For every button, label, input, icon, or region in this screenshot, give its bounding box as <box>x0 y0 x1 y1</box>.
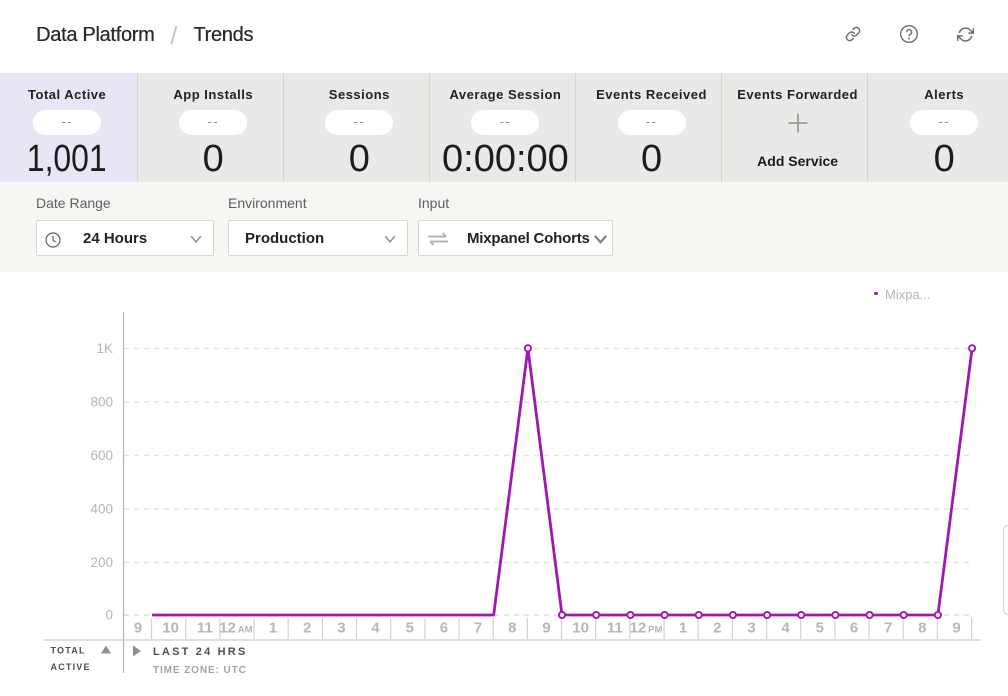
svg-text:3: 3 <box>337 620 345 637</box>
svg-text:10: 10 <box>162 620 179 637</box>
svg-text:7: 7 <box>474 620 482 637</box>
svg-text:11: 11 <box>607 620 623 637</box>
svg-text:5: 5 <box>406 620 414 637</box>
svg-text:800: 800 <box>90 395 113 410</box>
svg-text:5: 5 <box>816 620 824 637</box>
svg-text:12 PM: 12 PM <box>630 620 663 637</box>
svg-text:0: 0 <box>105 608 113 623</box>
svg-text:6: 6 <box>440 620 448 637</box>
svg-text:1: 1 <box>679 620 687 637</box>
svg-text:TIME ZONE: UTC: TIME ZONE: UTC <box>153 665 247 676</box>
svg-text:6: 6 <box>850 620 858 637</box>
svg-text:ACTIVE: ACTIVE <box>51 662 91 672</box>
svg-text:10: 10 <box>572 620 589 637</box>
svg-text:8: 8 <box>508 620 516 637</box>
svg-text:2: 2 <box>713 620 721 637</box>
svg-text:LAST 24 HRS: LAST 24 HRS <box>153 646 248 658</box>
svg-text:3: 3 <box>747 620 755 637</box>
svg-text:4: 4 <box>371 620 380 637</box>
svg-text:9: 9 <box>542 620 550 637</box>
svg-text:9: 9 <box>134 620 142 637</box>
svg-text:12 AM: 12 AM <box>219 620 252 637</box>
svg-text:9: 9 <box>952 620 960 637</box>
svg-text:1: 1 <box>269 620 277 637</box>
svg-text:8: 8 <box>918 620 926 637</box>
svg-text:TOTAL: TOTAL <box>51 646 86 656</box>
svg-text:4: 4 <box>781 620 790 637</box>
svg-text:400: 400 <box>90 502 113 517</box>
svg-text:200: 200 <box>90 555 113 570</box>
svg-text:7: 7 <box>884 620 892 637</box>
svg-text:2: 2 <box>303 620 311 637</box>
svg-text:600: 600 <box>90 448 113 463</box>
svg-text:11: 11 <box>197 620 213 637</box>
svg-text:1K: 1K <box>96 341 113 356</box>
